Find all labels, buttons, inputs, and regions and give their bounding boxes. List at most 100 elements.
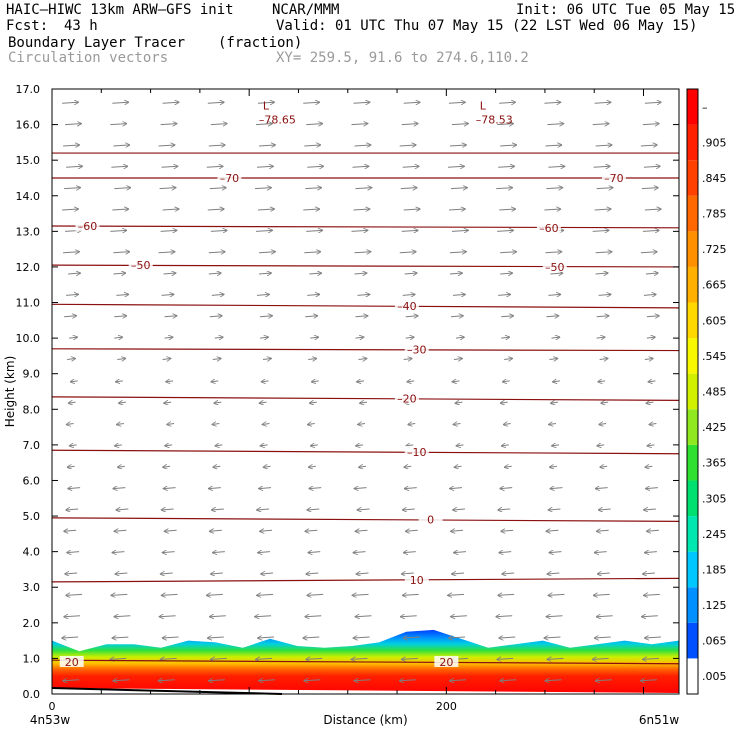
wind-vector bbox=[260, 402, 267, 403]
wind-vector bbox=[447, 166, 464, 167]
wind-vector bbox=[402, 573, 414, 574]
wind-vector bbox=[211, 658, 227, 659]
y-tick-label: 15.0 bbox=[16, 154, 41, 167]
wind-vector bbox=[552, 445, 559, 446]
wind-vector bbox=[310, 337, 318, 338]
colorbar-swatch bbox=[687, 409, 698, 445]
wind-vector bbox=[454, 552, 467, 553]
wind-vector bbox=[63, 680, 80, 681]
wind-vector bbox=[500, 145, 516, 146]
contour-label: –50 bbox=[131, 259, 151, 272]
wind-vector bbox=[355, 316, 368, 317]
wind-vector bbox=[496, 188, 512, 189]
contour-label-bg bbox=[128, 259, 153, 271]
wind-vector bbox=[356, 530, 368, 531]
contour-label: –50 bbox=[545, 261, 565, 274]
wind-vector bbox=[646, 337, 655, 338]
wind-vector bbox=[64, 188, 80, 189]
wind-vector bbox=[354, 145, 371, 146]
wind-vector bbox=[547, 573, 560, 574]
wind-vector bbox=[592, 230, 609, 231]
contour-label: 20 bbox=[65, 656, 79, 669]
wind-vector bbox=[162, 209, 179, 210]
wind-vector bbox=[405, 488, 417, 489]
wind-vector bbox=[498, 166, 514, 167]
wind-vector bbox=[358, 509, 370, 510]
wind-vector bbox=[399, 145, 416, 146]
wind-vector bbox=[305, 188, 321, 189]
wind-vector bbox=[162, 594, 178, 595]
wind-vector bbox=[453, 358, 462, 359]
wind-vector bbox=[498, 594, 515, 595]
temperature-contour bbox=[51, 396, 680, 401]
colorbar-swatch bbox=[687, 516, 698, 552]
wind-vector bbox=[353, 594, 369, 595]
wind-vector bbox=[498, 294, 510, 295]
wind-vector bbox=[643, 294, 656, 295]
wind-vector bbox=[113, 488, 126, 489]
wind-vector bbox=[452, 381, 460, 382]
wind-vector bbox=[166, 381, 174, 382]
wind-vector bbox=[551, 402, 558, 403]
wind-vector bbox=[312, 381, 319, 382]
wind-vector bbox=[310, 402, 317, 403]
colorbar-swatch bbox=[687, 302, 698, 339]
wind-vector bbox=[351, 230, 368, 231]
wind-vector bbox=[500, 273, 512, 274]
wind-vector bbox=[67, 424, 74, 425]
wind-vector bbox=[160, 616, 176, 617]
wind-vector bbox=[644, 594, 660, 595]
wind-vector bbox=[642, 230, 659, 231]
wind-vector bbox=[114, 337, 122, 338]
wind-vector bbox=[257, 166, 273, 167]
wind-vector bbox=[400, 188, 417, 189]
temperature-contour bbox=[51, 303, 680, 309]
wind-vector bbox=[162, 358, 171, 359]
wind-vector bbox=[209, 316, 222, 317]
wind-vector bbox=[544, 637, 561, 638]
wind-vector bbox=[354, 252, 371, 253]
wind-vector bbox=[354, 273, 367, 274]
wind-vector bbox=[594, 102, 611, 103]
wind-vector bbox=[499, 209, 515, 210]
colorbar-label: .365 bbox=[702, 457, 727, 470]
wind-vector bbox=[63, 252, 79, 253]
wind-vector bbox=[596, 680, 612, 681]
wind-vector bbox=[208, 145, 225, 146]
wind-vector bbox=[258, 552, 271, 553]
wind-vector bbox=[214, 337, 223, 338]
wind-vector bbox=[210, 530, 222, 531]
wind-vector bbox=[598, 573, 610, 574]
wind-vector bbox=[357, 294, 370, 295]
y-tick-label: 9.0 bbox=[23, 368, 41, 381]
contour-label-bg bbox=[536, 221, 561, 233]
forecast-label: Fcst: bbox=[6, 18, 49, 34]
wind-vector bbox=[160, 124, 177, 125]
wind-vector bbox=[594, 594, 610, 595]
wind-vector bbox=[164, 402, 172, 403]
wind-vector bbox=[351, 124, 368, 125]
wind-vector bbox=[307, 166, 323, 167]
wind-vector bbox=[549, 552, 562, 553]
wind-vector bbox=[161, 166, 178, 167]
wind-vector bbox=[641, 680, 657, 681]
y-tick-label: 16.0 bbox=[16, 119, 41, 132]
wind-vector bbox=[259, 680, 276, 681]
wind-vector bbox=[498, 509, 511, 510]
wind-vector bbox=[111, 594, 128, 595]
y-tick-label: 12.0 bbox=[16, 261, 41, 274]
wind-vector bbox=[161, 658, 177, 659]
y-tick-label: 3.0 bbox=[23, 581, 41, 594]
wind-vector bbox=[62, 637, 79, 638]
wind-vector bbox=[355, 680, 371, 681]
colorbar-label: .845 bbox=[702, 172, 727, 185]
wind-vector bbox=[357, 381, 365, 382]
wind-vector bbox=[305, 530, 318, 531]
wind-vector bbox=[597, 530, 609, 531]
wind-vector bbox=[167, 424, 175, 425]
wind-vector bbox=[305, 316, 317, 317]
valid-time: Valid: 01 UTC Thu 07 May 15 (22 LST Wed … bbox=[276, 18, 698, 34]
wind-vector bbox=[450, 488, 463, 489]
wind-vector bbox=[208, 637, 224, 638]
